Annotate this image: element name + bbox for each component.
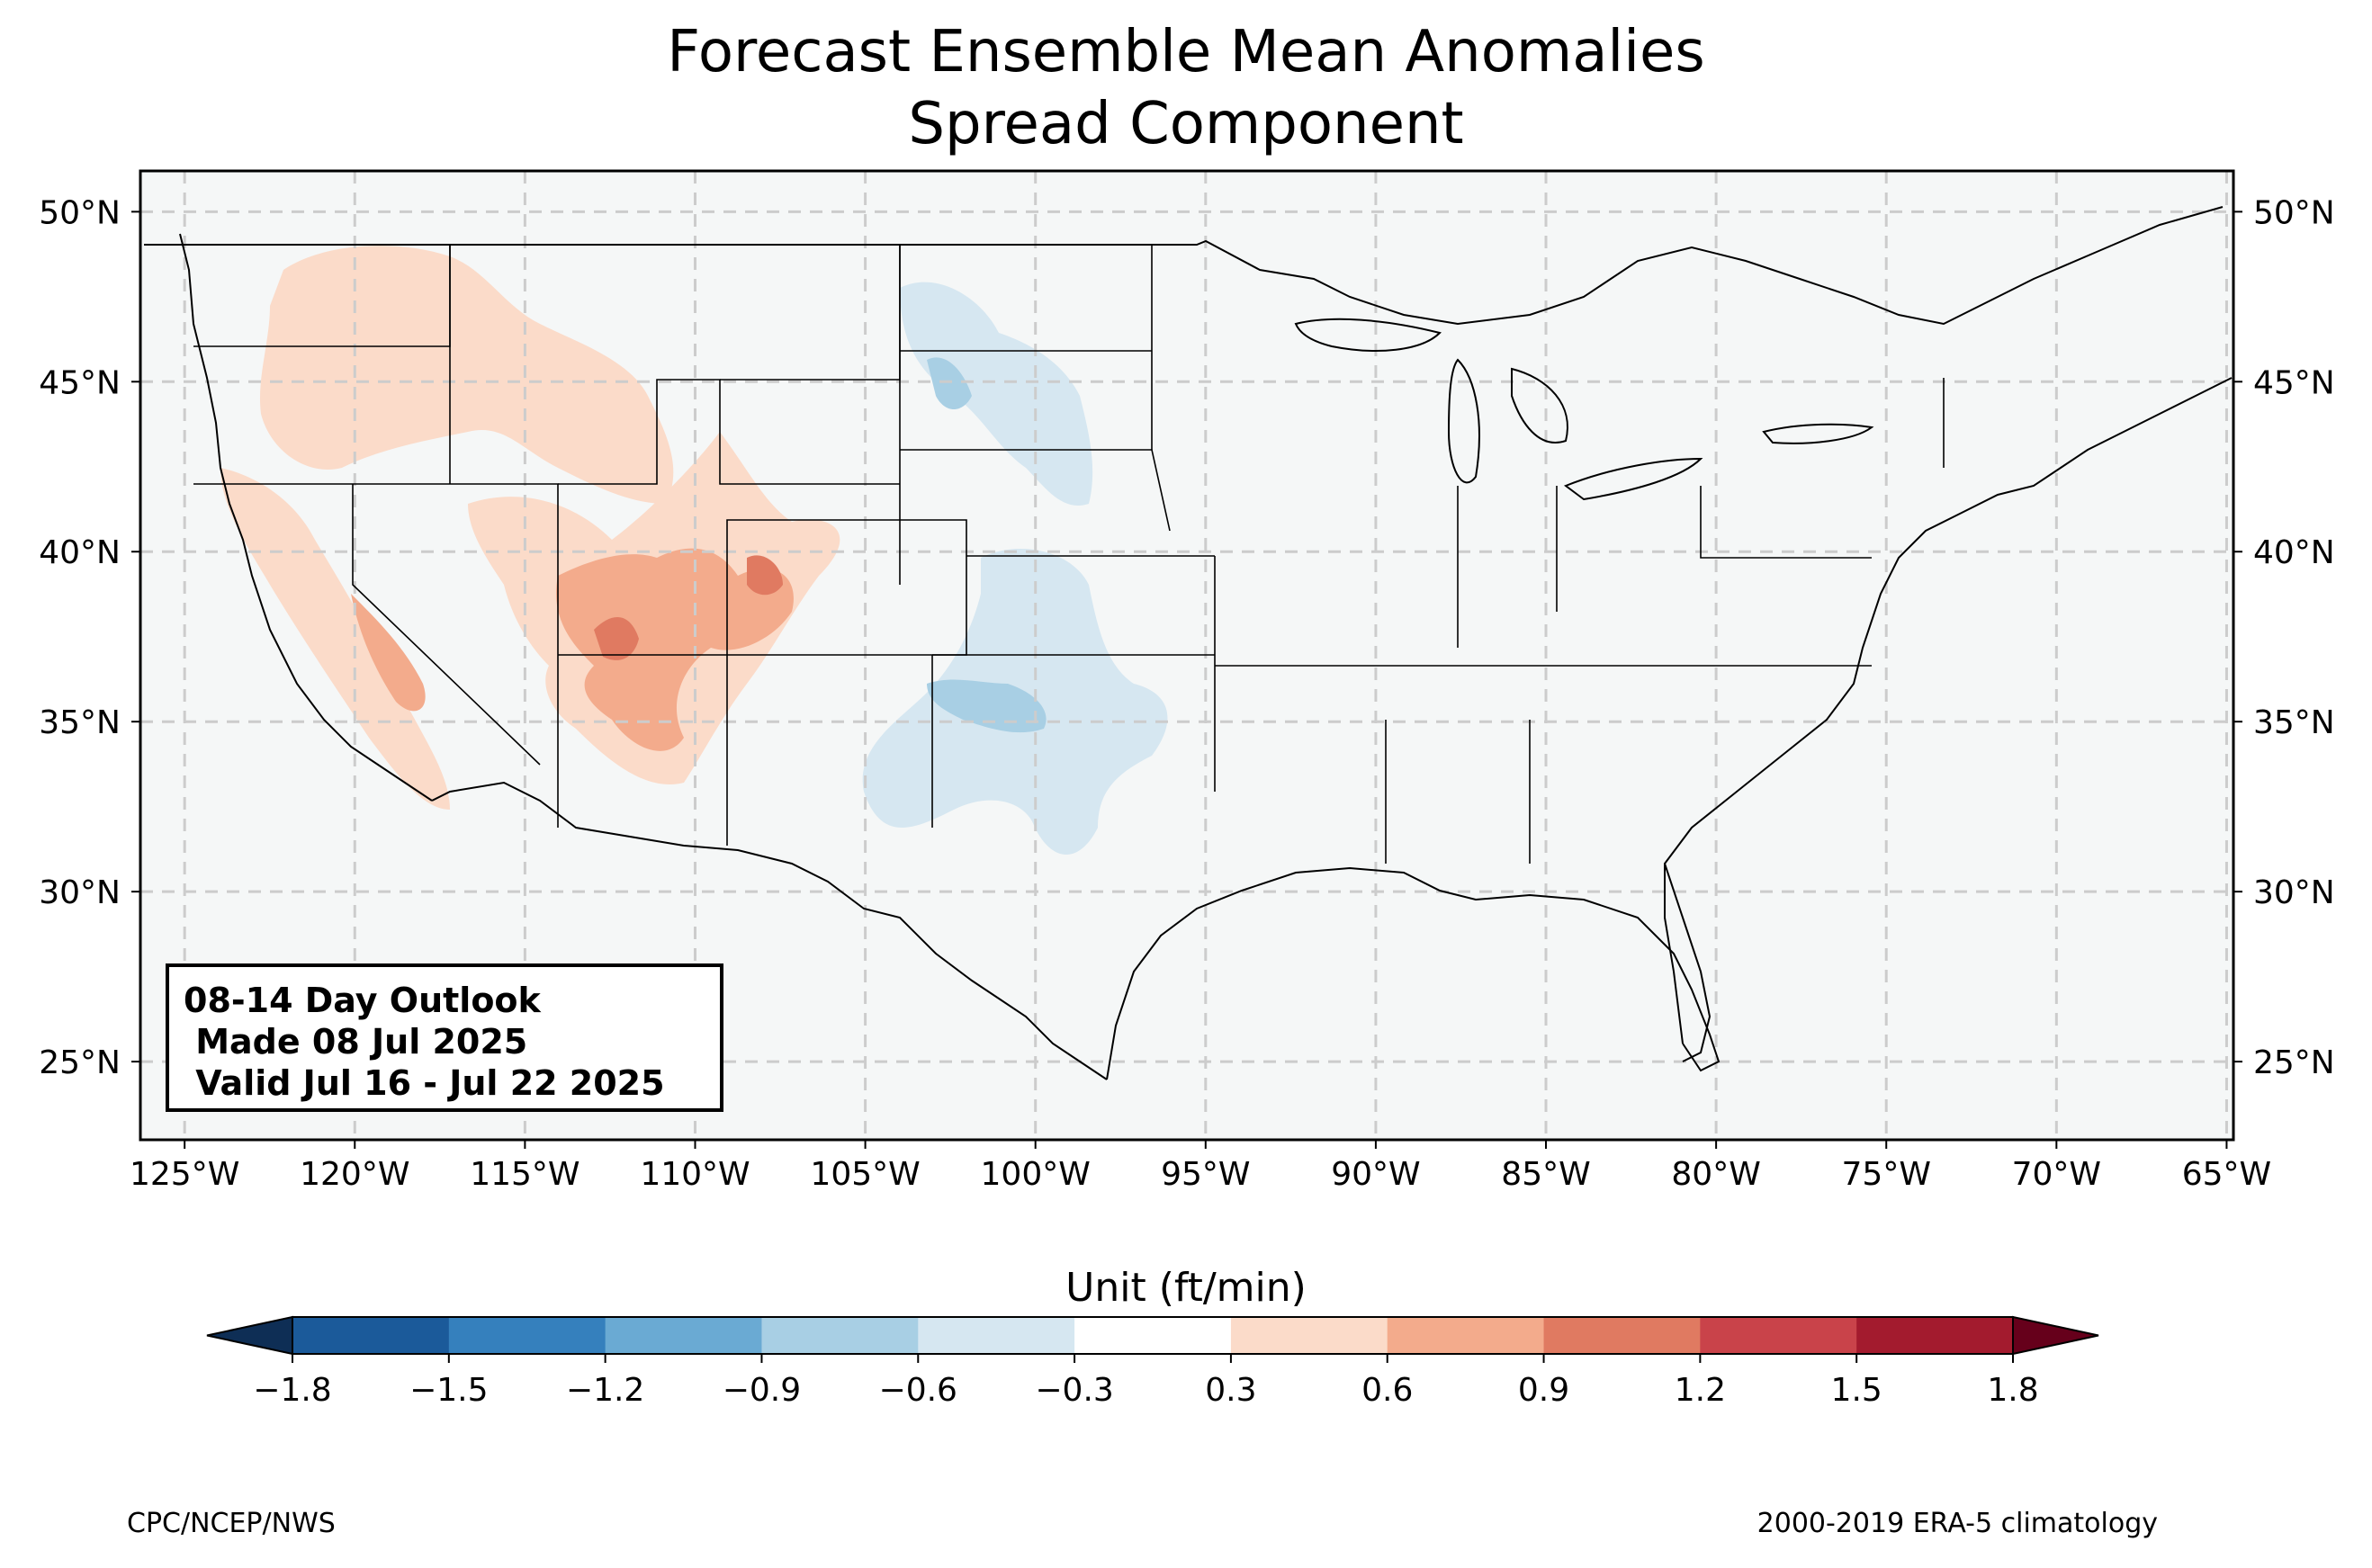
west-coast: [179, 233, 433, 802]
credit-right: 2000-2019 ERA-5 climatology: [1757, 1508, 2158, 1539]
warm-anomaly-four-corners: [556, 548, 794, 751]
longitude-label: 70°W: [2012, 1156, 2101, 1193]
colorbar-title: Unit (ft/min): [1065, 1265, 1307, 1311]
credit-left: CPC/NCEP/NWS: [127, 1508, 336, 1539]
colorbar-tick-label: −1.5: [409, 1372, 488, 1409]
lake-erie: [1563, 457, 1703, 501]
warm-anomaly-northwest: [259, 246, 674, 504]
latitude-label-left: 50°N: [39, 194, 121, 231]
cool-anomaly-texas-core: [927, 679, 1047, 733]
canada-border: [144, 206, 2224, 326]
latitude-label-left: 45°N: [39, 364, 121, 401]
lake-superior: [1294, 318, 1442, 352]
longitude-label: 110°W: [640, 1156, 750, 1193]
colorbar-frame: [292, 1316, 2014, 1355]
latitude-label-left: 40°N: [39, 534, 121, 571]
colorbar-under-arrow: [206, 1315, 293, 1356]
latitude-label-left: 30°N: [39, 874, 121, 911]
outlook-period: 08-14 Day Outlook: [184, 981, 541, 1020]
longitude-label: 125°W: [130, 1156, 239, 1193]
colorbar-segment: [1700, 1317, 1857, 1354]
latitude-label-left: 25°N: [39, 1044, 121, 1081]
border-co: [558, 519, 967, 656]
longitude-labels: 125°W 120°W 115°W 110°W 105°W 100°W 95°W 90°W 85…: [130, 1156, 2271, 1193]
border-pa: [1700, 486, 1872, 559]
border-or-ca-nv: [193, 483, 559, 585]
colorbar-tick-label: −1.2: [566, 1372, 644, 1409]
border-ca-nv: [352, 484, 541, 766]
longitude-label: 105°W: [810, 1156, 920, 1193]
lake-michigan: [1447, 358, 1480, 484]
colorbar-tick-label: −1.8: [253, 1372, 331, 1409]
colorbar-over-arrow: [2012, 1315, 2099, 1356]
colorbar-tick-label: −0.6: [879, 1372, 957, 1409]
colorbar-segment: [761, 1317, 919, 1354]
latitude-label-left: 35°N: [39, 704, 121, 741]
colorbar-segment: [448, 1317, 606, 1354]
colorbar-segment: [1543, 1317, 1701, 1354]
lake-huron: [1511, 367, 1568, 444]
mexico-border: [431, 781, 1108, 1080]
latitude-label-right: 30°N: [2253, 874, 2335, 911]
latitude-labels-right: 50°N 45°N 40°N 35°N 30°N 25°N: [2253, 194, 2335, 1081]
title-line-2: Spread Component: [908, 91, 1464, 157]
warm-anomaly-core-utah: [594, 617, 639, 660]
longitude-label: 75°W: [1842, 1156, 1931, 1193]
longitude-label: 80°W: [1671, 1156, 1760, 1193]
colorbar: [206, 1315, 2099, 1356]
colorbar-tick-labels: −1.8 −1.5 −1.2 −0.9 −0.6 −0.3 0.3 0.6 0.9 1.2 1.5 1…: [253, 1354, 2039, 1409]
colorbar-segment: [1387, 1317, 1545, 1354]
latitude-label-right: 50°N: [2253, 194, 2335, 231]
border-id-wy-ut: [558, 379, 900, 485]
longitude-label: 90°W: [1331, 1156, 1420, 1193]
outlook-info-box: 08-14 Day Outlook Made 08 Jul 2025 Valid…: [166, 963, 723, 1112]
valid-dates: Valid Jul 16 - Jul 22 2025: [184, 1063, 665, 1103]
latitude-label-right: 45°N: [2253, 364, 2335, 401]
colorbar-segment: [1074, 1317, 1232, 1354]
longitude-label: 100°W: [981, 1156, 1091, 1193]
colorbar-tick-label: 1.2: [1675, 1372, 1726, 1409]
map-frame: [139, 169, 2235, 1142]
cool-anomaly-dakotas-core: [927, 357, 972, 409]
state-borders: [193, 245, 1945, 864]
colorbar-tick-label: 1.5: [1831, 1372, 1882, 1409]
tick-marks: [131, 211, 2242, 1149]
atlantic-coast: [1664, 377, 2233, 1044]
colorbar-segment: [1230, 1317, 1388, 1354]
colorbar-segment: [605, 1317, 762, 1354]
title-line-1: Forecast Ensemble Mean Anomalies: [667, 19, 1705, 85]
latitude-label-right: 40°N: [2253, 534, 2335, 571]
boundaries: [144, 206, 2233, 1080]
warm-anomaly-sierra: [351, 594, 426, 712]
colorbar-segment: [918, 1317, 1075, 1354]
warm-anomaly-core-colorado: [747, 555, 783, 596]
colorbar-tick-label: −0.3: [1035, 1372, 1113, 1409]
colorbar-segment: [292, 1317, 450, 1354]
lake-ontario: [1762, 423, 1874, 444]
colorbar-tick-label: −0.9: [723, 1372, 801, 1409]
colorbar-tick-label: 0.3: [1205, 1372, 1256, 1409]
florida-coast: [1664, 863, 1712, 1062]
longitude-label: 120°W: [300, 1156, 409, 1193]
longitude-label: 85°W: [1501, 1156, 1590, 1193]
latitude-labels-left: 50°N 45°N 40°N 35°N 30°N 25°N: [39, 194, 121, 1081]
longitude-label: 95°W: [1161, 1156, 1250, 1193]
longitude-label: 65°W: [2182, 1156, 2271, 1193]
made-date: Made 08 Jul 2025: [184, 1022, 528, 1062]
longitude-label: 115°W: [470, 1156, 580, 1193]
anomaly-shading: [220, 246, 1168, 855]
colorbar-segment: [1856, 1317, 2014, 1354]
colorbar-tick-label: 0.9: [1518, 1372, 1569, 1409]
latitude-label-right: 25°N: [2253, 1044, 2335, 1081]
warm-anomaly-california: [220, 468, 450, 810]
colorbar-tick-label: 1.8: [1987, 1372, 2038, 1409]
latitude-label-right: 35°N: [2253, 704, 2335, 741]
colorbar-tick-label: 0.6: [1361, 1372, 1413, 1409]
